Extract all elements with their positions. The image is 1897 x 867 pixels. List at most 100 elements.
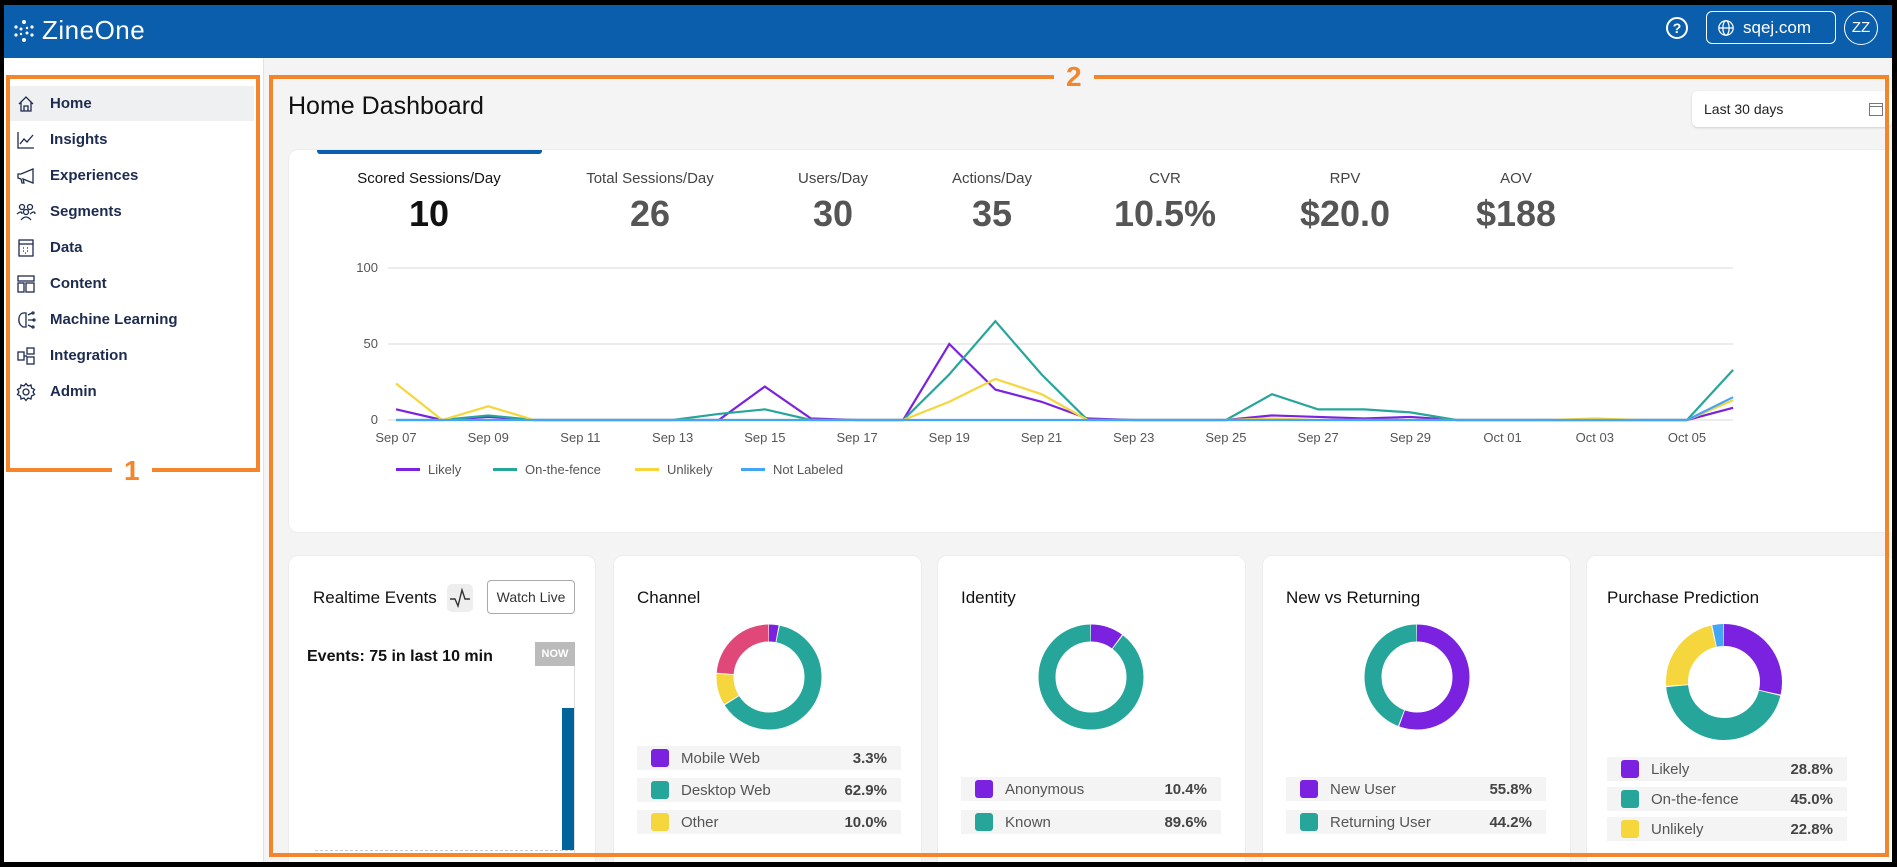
watch-live-button[interactable]: Watch Live — [487, 580, 575, 614]
sidebar-item-home[interactable]: Home — [10, 86, 254, 121]
donut-segment-anonymous[interactable] — [1038, 624, 1144, 730]
legend-label: On-the-fence — [1651, 790, 1739, 808]
donut-segment-known[interactable] — [1038, 624, 1144, 730]
donut-segment-other[interactable] — [716, 624, 822, 730]
sidebar-item-label: Segments — [50, 203, 122, 220]
sidebar-item-insights[interactable]: Insights — [10, 122, 254, 157]
kpi-actions-day[interactable]: Actions/Day 35 — [897, 170, 1087, 235]
donut-segment-likely[interactable] — [1666, 624, 1782, 740]
globe-icon — [1718, 19, 1734, 36]
donut-segment-new-user[interactable] — [1364, 624, 1470, 730]
donut-segment-mobile-web[interactable] — [716, 624, 822, 730]
x-tick-label: Sep 11 — [560, 430, 600, 445]
legend-item[interactable]: Unlikely — [635, 462, 713, 477]
kpi-rpv[interactable]: RPV $20.0 — [1250, 170, 1440, 235]
kpi-label: Users/Day — [797, 170, 868, 187]
legend-swatch — [635, 468, 659, 471]
identity-card: Identity Anonymous 10.4% Known 89.6% — [937, 555, 1246, 862]
kpi-cvr[interactable]: CVR 10.5% — [1070, 170, 1260, 235]
legend-row[interactable]: On-the-fence 45.0% — [1607, 787, 1847, 811]
donut-segment-returning-user[interactable] — [1364, 624, 1470, 730]
help-circle-icon[interactable]: ? — [1666, 17, 1688, 39]
donut-chart — [1666, 624, 1782, 740]
x-tick-label: Sep 17 — [836, 430, 877, 445]
kpi-value: $20.0 — [1299, 193, 1391, 234]
sidebar-item-content[interactable]: Content — [10, 266, 254, 301]
pulse-icon[interactable] — [447, 584, 473, 612]
donut-segment-desktop-web[interactable] — [716, 624, 822, 730]
sidebar-item-experiences[interactable]: Experiences — [10, 158, 254, 193]
sidebar-item-segments[interactable]: Segments — [10, 194, 254, 229]
sidebar-item-admin[interactable]: Admin — [10, 374, 254, 409]
legend-row[interactable]: Mobile Web 3.3% — [637, 746, 901, 770]
users-icon — [16, 203, 36, 220]
realtime-title: Realtime Events — [313, 588, 437, 607]
legend-item[interactable]: Not Labeled — [741, 462, 843, 477]
sidebar-item-data[interactable]: Data — [10, 230, 254, 265]
legend-value: 45.0% — [1790, 790, 1833, 808]
kpi-value: 30 — [812, 193, 854, 234]
donut-segment-unlikely[interactable] — [1666, 624, 1782, 740]
kpi-label: Scored Sessions/Day — [357, 170, 501, 187]
calendar-icon — [1869, 103, 1883, 116]
date-range-picker[interactable]: Last 30 days — [1692, 91, 1892, 127]
kpi-label: CVR — [1149, 170, 1181, 187]
sidebar-item-integration[interactable]: Integration — [10, 338, 254, 373]
legend-swatch — [1300, 780, 1318, 798]
y-tick-label: 100 — [356, 260, 378, 275]
legend-row[interactable]: Returning User 44.2% — [1286, 810, 1546, 834]
legend-label: Likely — [428, 462, 462, 477]
sidebar-item-label: Integration — [50, 347, 128, 364]
summary-card — [288, 149, 1892, 533]
donut-segment-on-the-fence[interactable] — [1666, 624, 1782, 740]
sidebar-item-machine-learning[interactable]: Machine Learning — [10, 302, 254, 337]
logo-icon — [14, 19, 34, 42]
legend-label: Returning User — [1330, 813, 1431, 831]
events-count-text: Events: 75 in last 10 min — [307, 648, 493, 665]
avatar[interactable]: ZZ — [1844, 11, 1878, 45]
legend-label: New User — [1330, 780, 1396, 798]
annotation-label-1: 1 — [112, 457, 152, 485]
date-range-value: Last 30 days — [1704, 101, 1784, 117]
legend-value: 55.8% — [1489, 780, 1532, 798]
sidebar-item-label: Home — [50, 95, 92, 112]
legend-row[interactable]: Desktop Web 62.9% — [637, 778, 901, 802]
kpi-total-sessions-day[interactable]: Total Sessions/Day 26 — [555, 170, 745, 235]
legend-label: Anonymous — [1005, 780, 1085, 798]
x-tick-label: Sep 09 — [468, 430, 509, 445]
kpi-users-day[interactable]: Users/Day 30 — [738, 170, 928, 235]
domain-selector[interactable]: sqej.com — [1706, 11, 1836, 44]
legend-row[interactable]: Anonymous 10.4% — [961, 777, 1221, 801]
legend-swatch — [1621, 790, 1639, 808]
legend-row[interactable]: Likely 28.8% — [1607, 757, 1847, 781]
data-icon — [18, 238, 34, 257]
kpi-label: RPV — [1329, 170, 1361, 187]
legend-label: Desktop Web — [681, 781, 771, 799]
x-tick-label: Sep 21 — [1021, 430, 1062, 445]
annotation-box-2 — [269, 75, 1889, 857]
legend-row[interactable]: Unlikely 22.8% — [1607, 817, 1847, 841]
card-title: New vs Returning — [1286, 588, 1421, 607]
kpi-aov[interactable]: AOV $188 — [1421, 170, 1611, 235]
legend-label: Unlikely — [1651, 820, 1704, 838]
kpi-scored-sessions-day[interactable]: Scored Sessions/Day 10 — [334, 170, 524, 235]
sidebar-item-label: Content — [50, 275, 107, 292]
legend-value: 10.4% — [1164, 780, 1207, 798]
legend-swatch — [975, 813, 993, 831]
new-vs-returning-card: New vs Returning New User 55.8% Returning U… — [1262, 555, 1571, 862]
legend-value: 22.8% — [1790, 820, 1833, 838]
legend-swatch — [651, 781, 669, 799]
legend-row[interactable]: Other 10.0% — [637, 810, 901, 834]
legend-row[interactable]: New User 55.8% — [1286, 777, 1546, 801]
legend-row[interactable]: Known 89.6% — [961, 810, 1221, 834]
legend-item[interactable]: Likely — [396, 462, 461, 477]
legend-value: 10.0% — [844, 813, 887, 831]
logo[interactable]: ZineOne — [12, 15, 145, 46]
realtime-baseline — [315, 850, 573, 851]
gear-icon — [16, 381, 36, 402]
legend-item[interactable]: On-the-fence — [493, 462, 601, 477]
top-bar: ZineOne ? sqej.com ZZ — [4, 5, 1892, 58]
legend-swatch — [493, 468, 517, 471]
kpi-value: $188 — [1475, 193, 1557, 234]
donut-chart — [1038, 624, 1144, 730]
